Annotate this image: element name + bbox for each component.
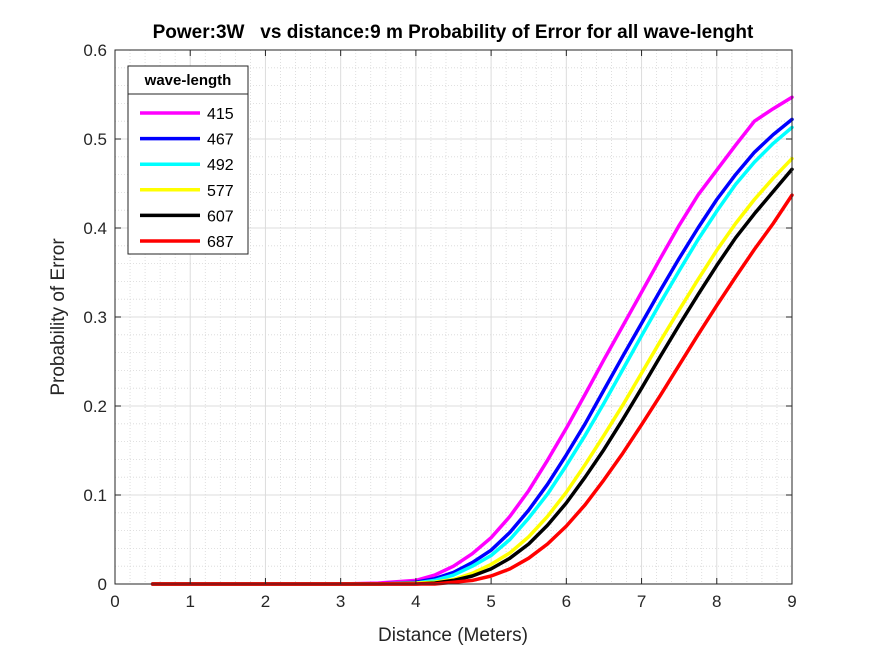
legend-title: wave-length xyxy=(144,72,232,89)
legend-label-415: 415 xyxy=(207,106,234,123)
x-tick-label: 2 xyxy=(261,592,270,611)
x-tick-label: 5 xyxy=(486,592,495,611)
y-axis-label: Probability of Error xyxy=(48,238,69,396)
chart-title: Power:3W vs distance:9 m Probability of … xyxy=(153,22,754,43)
x-tick-label: 7 xyxy=(637,592,646,611)
legend-label-467: 467 xyxy=(207,132,234,149)
x-tick-label: 3 xyxy=(336,592,345,611)
y-tick-label: 0.3 xyxy=(83,308,107,327)
x-tick-label: 4 xyxy=(411,592,420,611)
y-tick-label: 0.1 xyxy=(83,486,107,505)
x-tick-label: 8 xyxy=(712,592,721,611)
legend-label-607: 607 xyxy=(207,208,234,225)
y-tick-label: 0 xyxy=(98,575,107,594)
axis-ticks xyxy=(114,49,793,585)
y-tick-label: 0.4 xyxy=(83,219,107,238)
x-axis-label: Distance (Meters) xyxy=(378,625,528,646)
x-tick-labels: 0 1 2 3 4 5 6 7 8 9 xyxy=(110,592,796,611)
y-tick-label: 0.2 xyxy=(83,397,107,416)
y-tick-labels: 0 0.1 0.2 0.3 0.4 0.5 0.6 xyxy=(83,41,107,594)
legend: wave-length 415 467 492 577 607 687 xyxy=(127,65,249,255)
legend-label-687: 687 xyxy=(207,234,234,251)
legend-label-492: 492 xyxy=(207,157,234,174)
legend-label-577: 577 xyxy=(207,183,234,200)
x-tick-label: 1 xyxy=(185,592,194,611)
x-tick-label: 9 xyxy=(787,592,796,611)
x-tick-label: 6 xyxy=(562,592,571,611)
y-tick-label: 0.5 xyxy=(83,130,107,149)
legend-box xyxy=(127,65,249,255)
y-tick-label: 0.6 xyxy=(83,41,107,60)
legend-entries: 415 467 492 577 607 687 xyxy=(140,106,234,251)
x-tick-label: 0 xyxy=(110,592,119,611)
